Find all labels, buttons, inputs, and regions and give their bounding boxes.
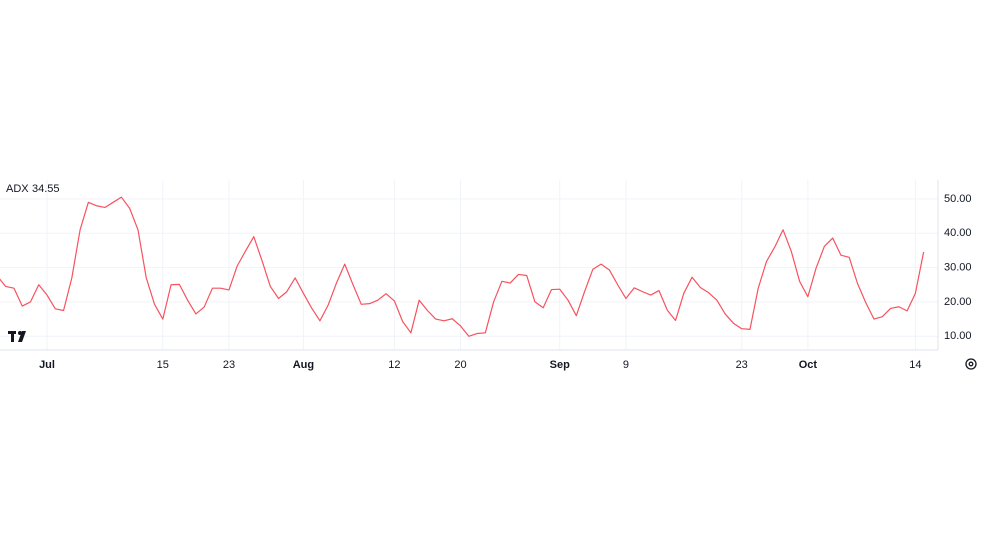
settings-icon[interactable]	[965, 358, 977, 370]
x-tick-label: 14	[909, 359, 921, 371]
tv-logo	[8, 331, 26, 342]
x-tick-label: 12	[388, 359, 400, 371]
x-tick-label: 9	[623, 359, 629, 371]
x-tick-label: Jul	[39, 359, 55, 371]
x-tick-label: 20	[454, 359, 466, 371]
x-tick-label: 23	[736, 359, 748, 371]
series-line	[0, 196, 925, 337]
legend-label: ADX	[6, 183, 29, 195]
y-tick-label: 50.00	[944, 193, 972, 205]
plot-area	[0, 196, 925, 337]
y-tick-label: 40.00	[944, 227, 972, 239]
x-tick-label: 23	[223, 359, 235, 371]
x-tick-label: Aug	[293, 359, 314, 371]
y-tick-label: 10.00	[944, 330, 972, 342]
x-tick-label: Oct	[799, 359, 818, 371]
x-tick-label: Sep	[550, 359, 570, 371]
y-tick-label: 30.00	[944, 261, 972, 273]
legend-value: 34.55	[32, 183, 60, 195]
y-tick-label: 20.00	[944, 296, 972, 308]
x-tick-label: 15	[157, 359, 169, 371]
